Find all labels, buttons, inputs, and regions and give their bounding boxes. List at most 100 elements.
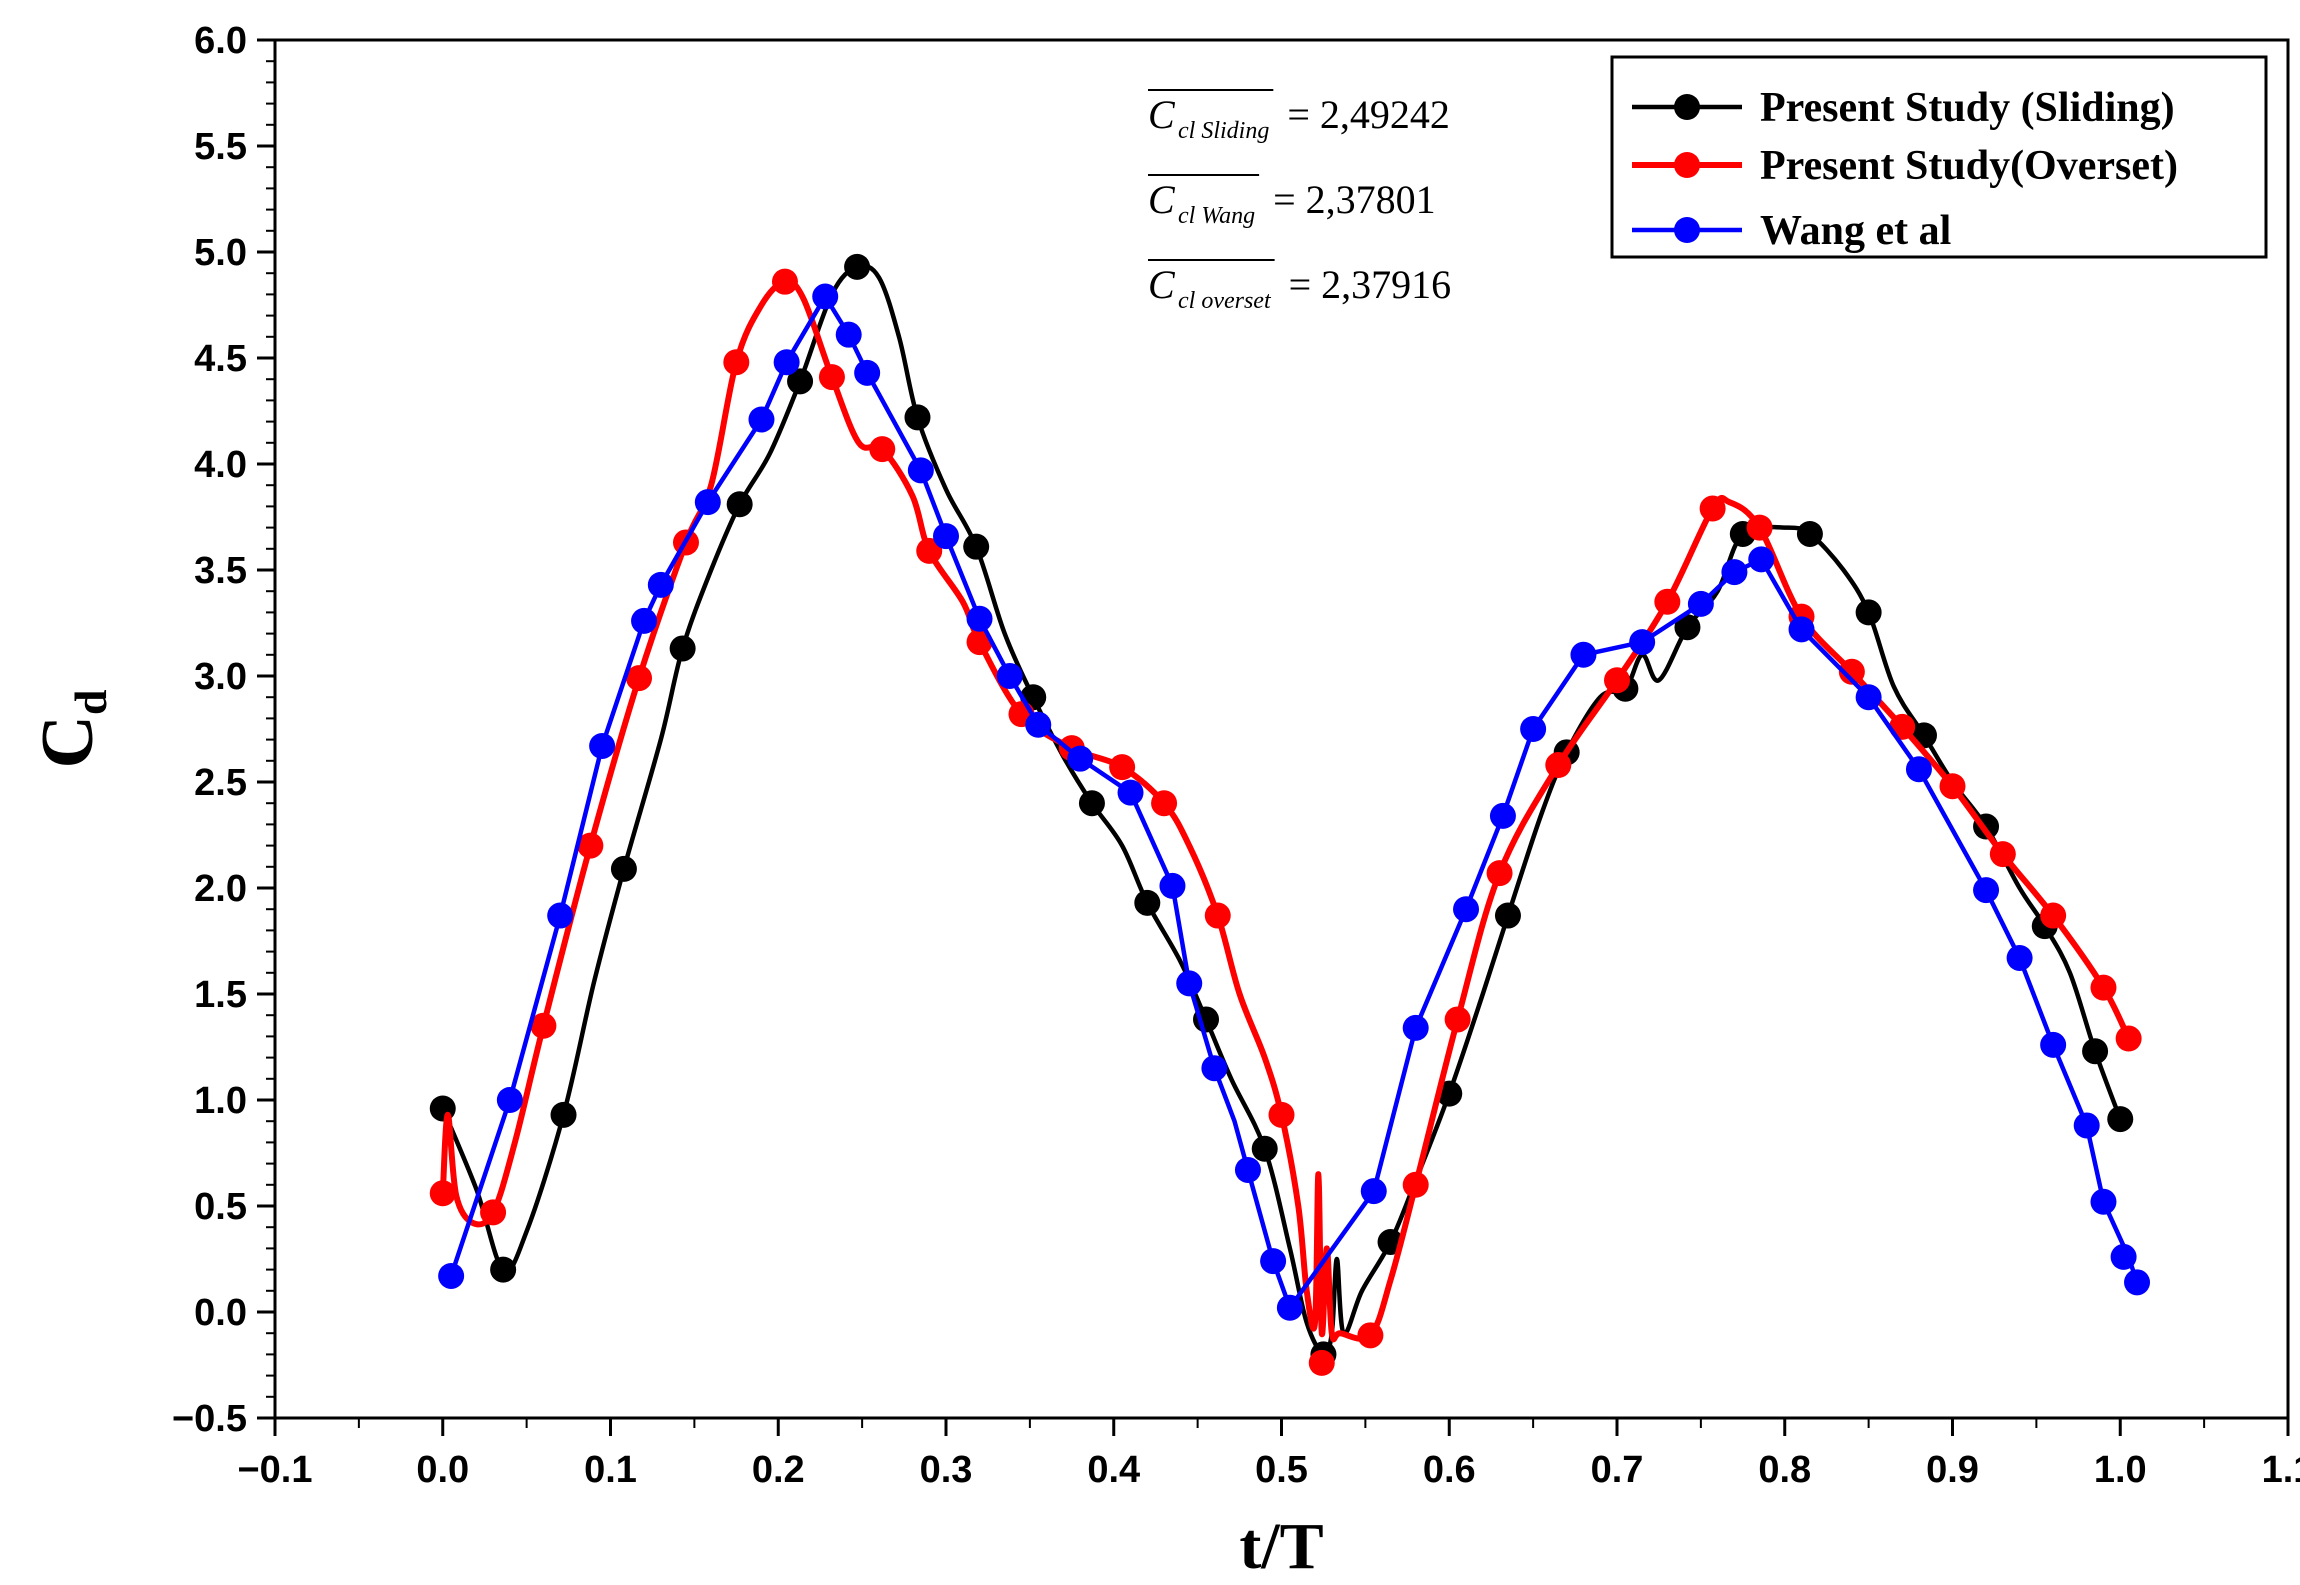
- data-point-wang: [933, 523, 959, 550]
- annotation-value: = 2,37801: [1273, 177, 1436, 222]
- y-tick-label: 0.5: [194, 1186, 247, 1228]
- data-point-overset: [1838, 658, 1865, 685]
- x-tick-label: 0.0: [416, 1449, 469, 1491]
- data-point-sliding: [787, 368, 814, 395]
- data-point-wang: [1905, 756, 1932, 783]
- series-line-overset: [439, 278, 2132, 1343]
- x-tick-label: 0.5: [1255, 1449, 1308, 1491]
- data-point-wang: [647, 571, 674, 598]
- data-point-wang: [1489, 802, 1516, 829]
- data-point-wang: [1453, 896, 1480, 923]
- data-point-overset: [1204, 902, 1231, 929]
- data-point-sliding: [1796, 520, 1823, 547]
- data-point-wang: [1117, 779, 1144, 806]
- x-tick-label: 0.9: [1926, 1449, 1979, 1491]
- data-point-overset: [771, 268, 798, 295]
- legend-label-wang: Wang et al: [1760, 208, 1951, 254]
- y-tick-label: 0.0: [194, 1292, 247, 1334]
- y-tick-label: 3.5: [194, 550, 247, 592]
- y-axis-title-main: C: [27, 715, 109, 768]
- data-point-overset: [1151, 790, 1178, 817]
- legend-swatch-marker-overset: [1674, 152, 1700, 178]
- data-point-overset: [1444, 1006, 1471, 1033]
- data-point-wang: [854, 359, 881, 386]
- data-point-overset: [530, 1012, 557, 1039]
- data-point-overset: [1308, 1349, 1335, 1376]
- y-tick-label: 5.0: [194, 232, 247, 274]
- x-tick-label: 0.4: [1087, 1449, 1140, 1491]
- data-point-sliding: [2107, 1106, 2134, 1133]
- data-point-wang: [1159, 872, 1186, 899]
- legend-label-sliding: Present Study (Sliding): [1760, 85, 2175, 131]
- x-tick-label: 1.1: [2262, 1449, 2300, 1491]
- legend-box: [1610, 55, 2268, 259]
- legend: Present Study (Sliding) Present Study(Ove…: [1610, 55, 2268, 259]
- annotation-symbol: C: [1148, 177, 1176, 222]
- legend-label-overset: Present Study(Overset): [1760, 143, 2178, 189]
- data-point-overset: [1746, 514, 1773, 541]
- data-point-wang: [1201, 1055, 1228, 1082]
- data-point-wang: [1176, 970, 1203, 997]
- y-tick-label: 2.5: [194, 762, 247, 804]
- series-layer: [429, 253, 2151, 1376]
- x-axis-title: t/T: [1239, 1510, 1323, 1580]
- data-point-wang: [2124, 1269, 2151, 1296]
- annotation-value: = 2,49242: [1287, 92, 1450, 137]
- x-tick-label: 1.0: [2094, 1449, 2147, 1491]
- x-tick-label: 0.7: [1591, 1449, 1644, 1491]
- series-overset: [429, 268, 2142, 1376]
- data-point-wang: [966, 605, 993, 632]
- data-point-sliding: [550, 1101, 577, 1128]
- data-point-wang: [1973, 877, 2000, 904]
- data-point-sliding: [1078, 790, 1105, 817]
- annotation-value: = 2,37916: [1289, 262, 1452, 307]
- data-point-overset: [577, 832, 604, 859]
- data-point-overset: [626, 665, 653, 692]
- data-point-wang: [1788, 616, 1815, 643]
- data-point-sliding: [610, 855, 637, 882]
- data-point-wang: [1260, 1248, 1287, 1275]
- data-point-sliding: [2082, 1038, 2109, 1065]
- annotation-subscript: cl overset: [1178, 288, 1272, 314]
- data-point-overset: [1654, 588, 1681, 615]
- data-point-overset: [1939, 773, 1966, 800]
- x-tick-label: 0.6: [1423, 1449, 1476, 1491]
- series-line-wang: [448, 294, 2140, 1311]
- annotation-symbol: C: [1148, 262, 1176, 307]
- x-tick-label: 0.1: [584, 1449, 637, 1491]
- series-line-sliding: [440, 263, 2123, 1357]
- data-point-wang: [748, 406, 775, 433]
- data-point-overset: [916, 537, 943, 564]
- data-point-overset: [1989, 841, 2016, 868]
- legend-swatch-marker-wang: [1674, 217, 1700, 243]
- data-point-wang: [1748, 546, 1775, 573]
- data-point-wang: [773, 349, 800, 376]
- y-tick-label: 3.0: [194, 656, 247, 698]
- data-point-overset: [1699, 495, 1726, 522]
- data-point-sliding: [669, 635, 696, 662]
- x-tick-label: 0.8: [1758, 1449, 1811, 1491]
- data-point-overset: [1545, 752, 1572, 779]
- data-point-wang: [631, 607, 658, 634]
- data-point-overset: [723, 349, 750, 376]
- data-point-sliding: [1494, 902, 1521, 929]
- legend-swatch-marker-sliding: [1674, 94, 1700, 120]
- data-point-wang: [1687, 590, 1714, 617]
- data-point-overset: [2040, 902, 2067, 929]
- data-point-wang: [1520, 716, 1547, 742]
- data-point-wang: [694, 489, 721, 516]
- data-point-overset: [1357, 1322, 1384, 1349]
- x-axis: −0.1 0.0 0.1 0.2 0.3 0.4 0.5 0.6 0.7 0.8 0.9 1.0 1.1: [237, 1418, 2300, 1491]
- data-point-wang: [438, 1262, 465, 1289]
- data-point-overset: [818, 364, 845, 391]
- data-point-wang: [2040, 1031, 2067, 1058]
- data-point-wang: [1402, 1014, 1429, 1041]
- data-point-overset: [1604, 667, 1630, 694]
- data-point-overset: [1486, 860, 1513, 887]
- data-point-wang: [812, 283, 839, 310]
- data-point-sliding: [844, 253, 871, 280]
- data-point-overset: [480, 1199, 507, 1226]
